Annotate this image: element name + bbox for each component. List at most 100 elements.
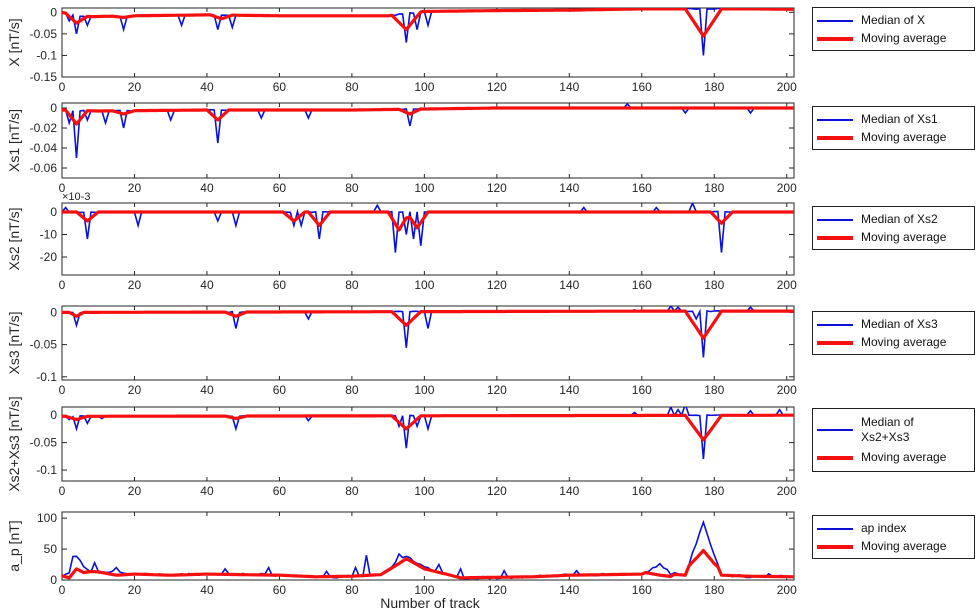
- panel-2-axes: [61, 102, 795, 179]
- y-tick-label: -0.1: [36, 463, 57, 477]
- x-tick-label: 60: [273, 278, 287, 292]
- x-tick-label: 160: [632, 181, 652, 195]
- x-tick-label: 0: [59, 383, 66, 397]
- legend-swatch: [817, 218, 853, 221]
- x-tick-label: 80: [345, 383, 359, 397]
- x-tick-label: 180: [704, 80, 724, 94]
- legend-item-median: Median of Xs3: [817, 317, 938, 332]
- x-tick-label: 200: [777, 583, 797, 597]
- x-tick-label: 20: [128, 181, 142, 195]
- y-axis-label: Xs1 [nT/s]: [6, 109, 22, 172]
- x-tick-label: 200: [777, 484, 797, 498]
- x-tick-label: 200: [777, 181, 797, 195]
- x-tick-label: 160: [632, 484, 652, 498]
- x-tick-label: 140: [559, 80, 579, 94]
- x-tick-label: 20: [128, 484, 142, 498]
- x-tick-label: 80: [345, 80, 359, 94]
- legend-item-median: Median of Xs2+Xs3: [817, 415, 914, 445]
- x-tick-label: 40: [200, 583, 214, 597]
- legend-swatch: [817, 527, 853, 530]
- legend-swatch: [817, 455, 853, 460]
- legend-item-median: Median of X: [817, 13, 925, 28]
- legend-label: Median of Xs2+Xs3: [861, 415, 914, 444]
- x-tick-label: 60: [273, 484, 287, 498]
- x-tick-label: 140: [559, 583, 579, 597]
- y-tick-label: -0.15: [30, 70, 58, 84]
- x-tick-label: 100: [414, 278, 434, 292]
- legend-label: Moving average: [861, 130, 947, 144]
- legend-swatch: [817, 135, 853, 140]
- x-tick-label: 160: [632, 583, 652, 597]
- legend-label: Moving average: [861, 450, 947, 464]
- y-axis-label: Xs3 [nT/s]: [6, 311, 22, 374]
- x-tick-label: 0: [59, 80, 66, 94]
- x-tick-label: 180: [704, 583, 724, 597]
- y-tick-label: -0.05: [30, 338, 58, 352]
- x-tick-label: 120: [487, 181, 507, 195]
- x-tick-label: 40: [200, 278, 214, 292]
- moving-average-line: [62, 309, 794, 340]
- legend-swatch: [817, 19, 853, 22]
- x-tick-label: 60: [273, 181, 287, 195]
- x-axis-label: Number of track: [380, 595, 480, 611]
- y-tick-label: -0.02: [30, 121, 58, 135]
- x-tick-label: 80: [345, 583, 359, 597]
- moving-average-line: [62, 8, 794, 38]
- x-tick-label: 0: [59, 181, 66, 195]
- x-tick-label: 0: [59, 583, 66, 597]
- x-tick-label: 180: [704, 278, 724, 292]
- x-tick-label: 40: [200, 181, 214, 195]
- x-tick-label: 200: [777, 80, 797, 94]
- legend-item-median: ap index: [817, 521, 906, 536]
- legend-item-moving-average: Moving average: [817, 130, 946, 145]
- panel-4-axes: [61, 305, 795, 381]
- y-tick-label: -0.06: [30, 161, 58, 175]
- panel-5-axes: [61, 406, 795, 482]
- legend-box: Median of X Moving average: [812, 7, 975, 51]
- y-axis-label: Xs2+Xs3 [nT/s]: [6, 396, 22, 491]
- x-tick-label: 120: [487, 278, 507, 292]
- x-tick-label: 160: [632, 383, 652, 397]
- x-tick-label: 40: [200, 383, 214, 397]
- y-tick-label: 50: [44, 542, 58, 556]
- x-tick-label: 20: [128, 383, 142, 397]
- legend-item-moving-average: Moving average: [817, 539, 946, 554]
- legend-label: Median of Xs2: [861, 212, 938, 226]
- moving-average-line: [62, 106, 794, 126]
- moving-average-line: [62, 210, 794, 232]
- x-tick-label: 180: [704, 181, 724, 195]
- legend-item-median: Median of Xs1: [817, 112, 938, 127]
- x-tick-label: 100: [414, 383, 434, 397]
- legend-item-moving-average: Moving average: [817, 335, 946, 350]
- legend-box: Median of Xs3 Moving average: [812, 311, 975, 355]
- legend-swatch: [817, 235, 853, 240]
- x-tick-label: 80: [345, 484, 359, 498]
- legend-label: Moving average: [861, 31, 947, 45]
- x-tick-label: 100: [414, 583, 434, 597]
- y-tick-label: -0.05: [30, 436, 58, 450]
- x-tick-label: 60: [273, 383, 287, 397]
- x-tick-label: 120: [487, 80, 507, 94]
- y-tick-label: 0: [50, 205, 57, 219]
- panel-1-axes: [61, 7, 795, 78]
- x-tick-label: 200: [777, 383, 797, 397]
- y-axis-label: a_p [nT]: [6, 520, 22, 571]
- x-tick-label: 20: [128, 583, 142, 597]
- x-tick-label: 0: [59, 484, 66, 498]
- x-tick-label: 140: [559, 383, 579, 397]
- x-tick-label: 100: [414, 484, 434, 498]
- x-tick-label: 40: [200, 80, 214, 94]
- legend-box: Median of Xs1 Moving average: [812, 106, 975, 150]
- legend-item-moving-average: Moving average: [817, 31, 946, 46]
- legend-label: Moving average: [861, 335, 947, 349]
- moving-average-line: [62, 548, 794, 580]
- x-tick-label: 180: [704, 484, 724, 498]
- x-tick-label: 160: [632, 278, 652, 292]
- y-tick-label: -0.1: [36, 48, 57, 62]
- x-tick-label: 20: [128, 80, 142, 94]
- y-tick-label: -20: [40, 250, 58, 264]
- legend-label: Median of Xs3: [861, 317, 938, 331]
- y-tick-label: 0: [50, 573, 57, 587]
- legend-label: Median of Xs1: [861, 112, 938, 126]
- y-exponent-label: ×10-3: [62, 191, 90, 203]
